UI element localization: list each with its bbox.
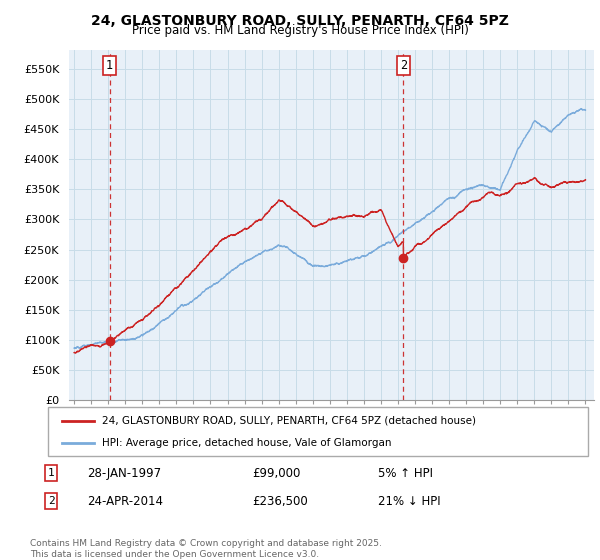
Text: 24-APR-2014: 24-APR-2014 bbox=[87, 494, 163, 508]
Text: Contains HM Land Registry data © Crown copyright and database right 2025.
This d: Contains HM Land Registry data © Crown c… bbox=[30, 539, 382, 559]
Text: 2: 2 bbox=[47, 496, 55, 506]
Text: 21% ↓ HPI: 21% ↓ HPI bbox=[378, 494, 440, 508]
Text: £236,500: £236,500 bbox=[252, 494, 308, 508]
Text: 1: 1 bbox=[47, 468, 55, 478]
Text: 5% ↑ HPI: 5% ↑ HPI bbox=[378, 466, 433, 480]
Text: 2: 2 bbox=[400, 59, 407, 72]
Text: Price paid vs. HM Land Registry's House Price Index (HPI): Price paid vs. HM Land Registry's House … bbox=[131, 24, 469, 37]
Text: 28-JAN-1997: 28-JAN-1997 bbox=[87, 466, 161, 480]
FancyBboxPatch shape bbox=[48, 407, 588, 456]
Text: 1: 1 bbox=[106, 59, 113, 72]
Text: 24, GLASTONBURY ROAD, SULLY, PENARTH, CF64 5PZ (detached house): 24, GLASTONBURY ROAD, SULLY, PENARTH, CF… bbox=[102, 416, 476, 426]
Text: £99,000: £99,000 bbox=[252, 466, 301, 480]
Text: HPI: Average price, detached house, Vale of Glamorgan: HPI: Average price, detached house, Vale… bbox=[102, 437, 392, 447]
Text: 24, GLASTONBURY ROAD, SULLY, PENARTH, CF64 5PZ: 24, GLASTONBURY ROAD, SULLY, PENARTH, CF… bbox=[91, 14, 509, 28]
